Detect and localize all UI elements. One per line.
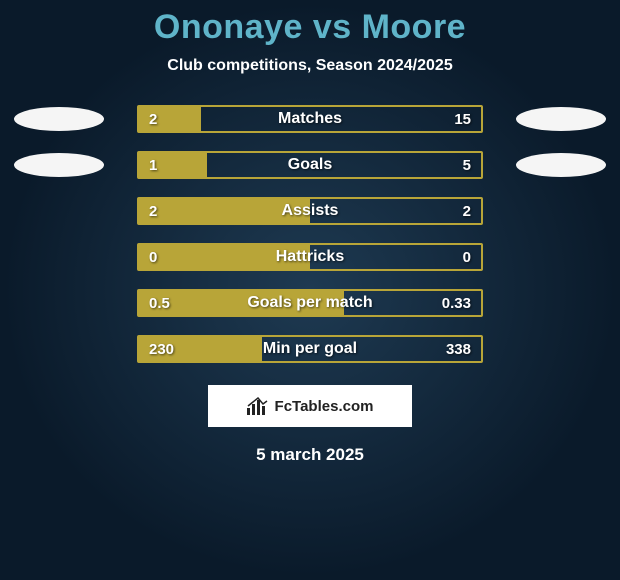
chart-icon bbox=[247, 397, 269, 415]
stat-row: 0Hattricks0 bbox=[0, 243, 620, 271]
subtitle: Club competitions, Season 2024/2025 bbox=[0, 57, 620, 75]
stat-bar: 230Min per goal338 bbox=[137, 335, 483, 363]
stat-value-right: 2 bbox=[453, 199, 481, 223]
stat-value-right: 0.33 bbox=[432, 291, 481, 315]
stat-bar: 2Matches15 bbox=[137, 105, 483, 133]
stats-rows: 2Matches151Goals52Assists20Hattricks00.5… bbox=[0, 105, 620, 363]
stat-row: 1Goals5 bbox=[0, 151, 620, 179]
stat-label: Assists bbox=[139, 199, 481, 223]
stat-row: 230Min per goal338 bbox=[0, 335, 620, 363]
stat-label: Min per goal bbox=[139, 337, 481, 361]
stat-row: 2Matches15 bbox=[0, 105, 620, 133]
stat-value-right: 0 bbox=[453, 245, 481, 269]
source-badge[interactable]: FcTables.com bbox=[208, 385, 412, 427]
left-marker bbox=[14, 153, 104, 177]
stat-value-right: 15 bbox=[444, 107, 481, 131]
comparison-card: Ononaye vs Moore Club competitions, Seas… bbox=[0, 0, 620, 580]
stat-label: Matches bbox=[139, 107, 481, 131]
stat-bar: 1Goals5 bbox=[137, 151, 483, 179]
stat-value-right: 5 bbox=[453, 153, 481, 177]
stat-label: Goals per match bbox=[139, 291, 481, 315]
left-marker bbox=[14, 107, 104, 131]
source-badge-text: FcTables.com bbox=[275, 398, 374, 415]
date-label: 5 march 2025 bbox=[0, 445, 620, 465]
stat-row: 0.5Goals per match0.33 bbox=[0, 289, 620, 317]
stat-value-right: 338 bbox=[436, 337, 481, 361]
right-marker bbox=[516, 107, 606, 131]
right-marker bbox=[516, 153, 606, 177]
stat-bar: 0Hattricks0 bbox=[137, 243, 483, 271]
stat-label: Hattricks bbox=[139, 245, 481, 269]
stat-row: 2Assists2 bbox=[0, 197, 620, 225]
stat-bar: 0.5Goals per match0.33 bbox=[137, 289, 483, 317]
stat-bar: 2Assists2 bbox=[137, 197, 483, 225]
stat-label: Goals bbox=[139, 153, 481, 177]
page-title: Ononaye vs Moore bbox=[0, 8, 620, 47]
